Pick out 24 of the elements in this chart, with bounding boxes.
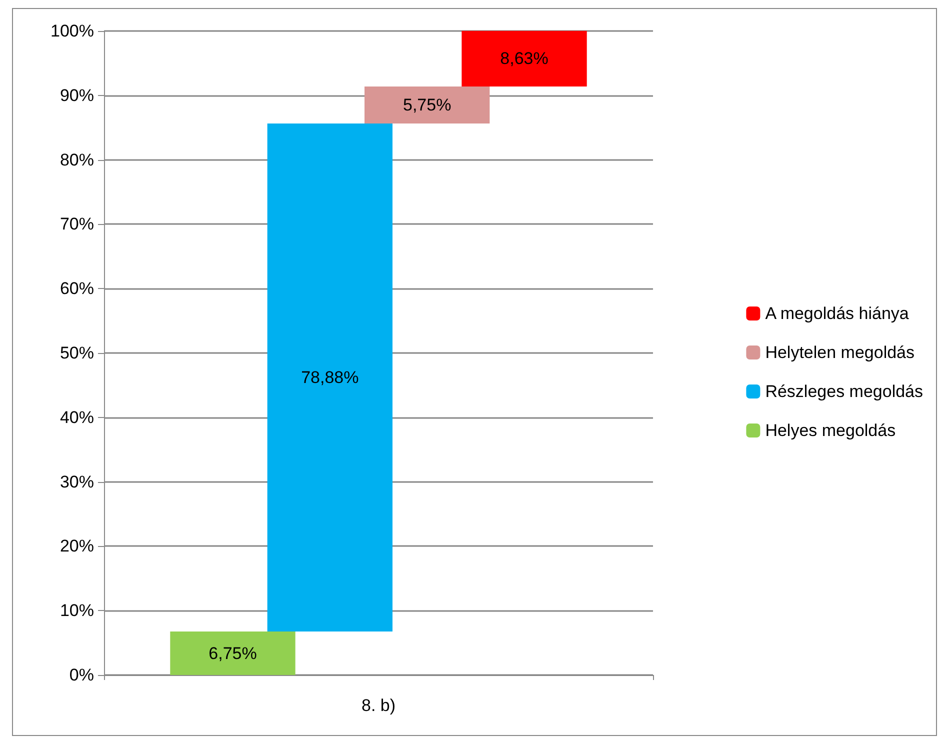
legend-label: Részleges megoldás [765,382,924,401]
y-tick-label: 60% [60,279,94,298]
y-tick-label: 0% [69,666,94,684]
legend-label: Helytelen megoldás [765,343,915,362]
y-tick-label: 20% [60,536,94,556]
y-tick-label: 90% [60,86,94,105]
bar [462,30,587,87]
legend-label: Helyes megoldás [765,421,896,440]
data-label: 78,88% [301,368,359,388]
y-tick-label: 80% [60,150,94,170]
data-label: 6,75% [208,644,257,663]
bar [170,632,296,675]
x-tick-label: 8. b) [361,696,396,715]
y-tick-label: 30% [60,472,94,492]
bar [267,124,392,632]
y-tick-label: 10% [60,601,94,620]
bar [364,86,490,124]
y-tick-label: 70% [60,214,94,234]
data-label: 5,75% [402,96,452,115]
y-tick-label: 100% [50,22,94,40]
data-label: 8,63% [500,49,548,68]
y-tick-label: 40% [60,408,94,427]
y-tick-label: 50% [60,344,94,362]
legend-label: A megoldás hiánya [765,304,910,323]
